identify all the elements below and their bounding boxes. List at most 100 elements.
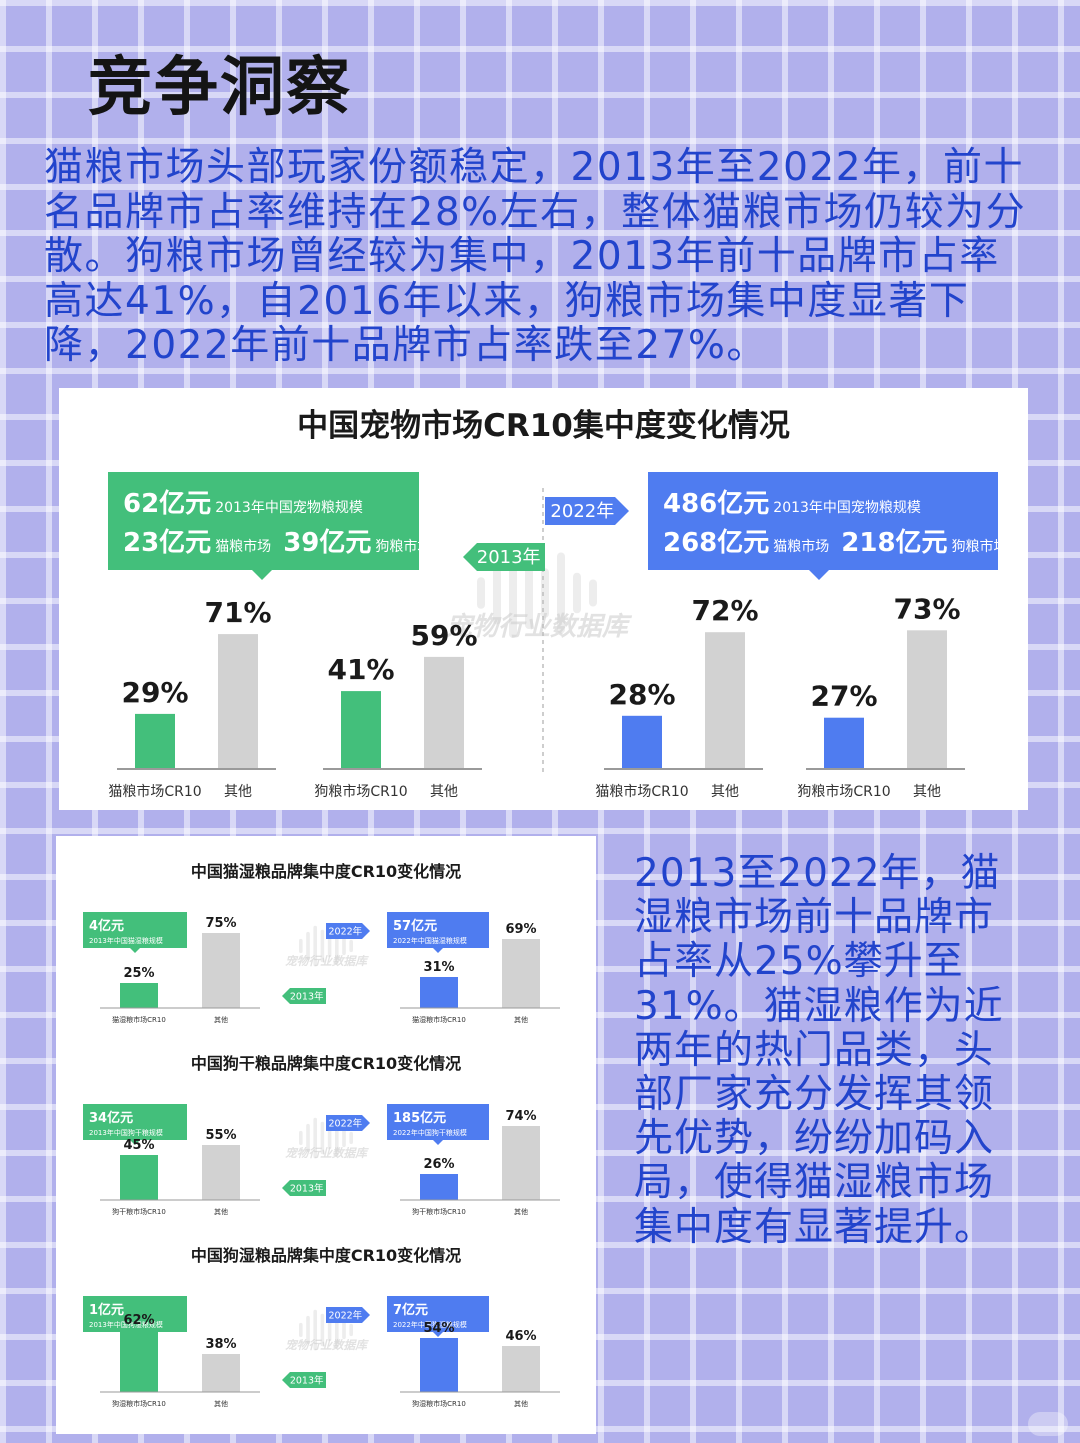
- watermark-bar: [299, 938, 303, 954]
- market-size-value: 1亿元: [89, 1302, 124, 1318]
- bar: [202, 1354, 240, 1392]
- info-line: 268亿元 猫粮市场 218亿元 狗粮市场: [663, 528, 1008, 558]
- watermark-bar: [477, 577, 485, 609]
- watermark-bar: [342, 1320, 346, 1340]
- bar: [341, 691, 381, 769]
- watermark-bar: [327, 934, 332, 958]
- year-tag-shape: [282, 1372, 326, 1388]
- watermark-text: 宠物行业数据库: [285, 954, 369, 968]
- info-box-pointer: [130, 1140, 140, 1145]
- cat-market-label: 猫粮市场: [215, 538, 271, 555]
- year-tag-label: 2013年: [290, 1183, 324, 1195]
- category-label: 狗粮市场CR10: [314, 783, 407, 800]
- category-label: 其他: [214, 1015, 228, 1024]
- year-tag-label: 2022年: [550, 501, 614, 522]
- info-box-pointer: [433, 1332, 443, 1337]
- data-label: 62%: [123, 1313, 154, 1328]
- info-box: [648, 472, 998, 570]
- watermark-bar: [313, 925, 317, 967]
- year-tag-label: 2013年: [477, 547, 541, 568]
- info-box-pointer: [433, 948, 443, 953]
- data-label: 73%: [893, 592, 960, 625]
- category-label: 狗湿粮市场CR10: [412, 1399, 466, 1408]
- data-label: 29%: [121, 676, 188, 709]
- info-line: 23亿元 猫粮市场 39亿元 狗粮市场: [123, 528, 431, 558]
- category-label: 猫湿粮市场CR10: [112, 1015, 166, 1024]
- watermark-bar: [349, 1131, 353, 1145]
- data-label: 26%: [423, 1157, 454, 1172]
- bar: [202, 1145, 240, 1200]
- year-tag-label: 2022年: [328, 1118, 362, 1130]
- watermark-bar: [349, 1323, 353, 1337]
- chart-svg-dog-dry: 宠物行业数据库 34亿元 2013年中国狗干粮规模 185亿元 2022年中国狗干粮规模…: [83, 1104, 560, 1216]
- category-label: 狗干粮市场CR10: [112, 1207, 166, 1216]
- cat-market-value: 23亿元: [123, 528, 211, 558]
- market-size-label: 2022年中国狗干粮规模: [393, 1128, 467, 1137]
- market-size-label: 2013年中国狗湿粮规模: [89, 1320, 163, 1329]
- chart-card-pet-cr10: 中国宠物市场CR10集中度变化情况 宠物行业数据库 62亿元 2013年中国宠物粮规…: [59, 388, 1028, 810]
- category-label: 狗湿粮市场CR10: [112, 1399, 166, 1408]
- year-tag-shape: [282, 1180, 326, 1196]
- dog-market-value: 218亿元: [841, 528, 947, 558]
- info-box-pointer: [130, 948, 140, 953]
- market-size-label: 2013年中国狗干粮规模: [89, 1128, 163, 1137]
- watermark-bar: [320, 1121, 325, 1155]
- chart-card-dog-wet: 中国狗湿粮品牌集中度CR10变化情况 宠物行业数据库 1亿元 2013年中国狗湿粮规…: [56, 1220, 596, 1434]
- watermark-bar: [306, 931, 310, 961]
- watermark-bar: [299, 1130, 303, 1146]
- bar: [120, 1155, 158, 1200]
- data-label: 55%: [205, 1128, 236, 1143]
- watermark-bar: [541, 568, 549, 618]
- bar: [420, 977, 458, 1008]
- cat-market-label: 猫粮市场: [773, 538, 829, 555]
- watermark-bar: [327, 1318, 332, 1342]
- chart-card-cat-wet: 中国猫湿粮品牌集中度CR10变化情况 宠物行业数据库 4亿元 2013年中国猫湿粮规…: [56, 836, 596, 1050]
- category-label: 其他: [913, 784, 941, 800]
- watermark-bar: [589, 579, 597, 607]
- watermark-bar: [320, 929, 325, 963]
- info-box: [83, 912, 187, 948]
- bar: [120, 1330, 158, 1392]
- data-label: 38%: [205, 1337, 236, 1352]
- bar: [705, 632, 745, 769]
- bar: [424, 656, 464, 769]
- data-label: 28%: [608, 678, 675, 711]
- category-label: 狗粮市场CR10: [797, 783, 890, 800]
- watermark-bar: [313, 1117, 317, 1159]
- data-label: 71%: [204, 596, 271, 629]
- bar: [502, 939, 540, 1008]
- watermark-text: 宠物行业数据库: [285, 1338, 369, 1352]
- watermark-bar: [493, 561, 501, 625]
- market-size-value: 486亿元: [663, 489, 769, 519]
- info-line: 62亿元 2013年中国宠物粮规模: [123, 489, 363, 519]
- chart-svg-dog-wet: 宠物行业数据库 1亿元 2013年中国狗湿粮规模 7亿元 2022年中国狗湿粮规模 202…: [83, 1296, 560, 1408]
- cat-market-value: 268亿元: [663, 528, 769, 558]
- data-label: 41%: [327, 653, 394, 686]
- bar: [202, 933, 240, 1008]
- bar: [120, 983, 158, 1008]
- watermark-bar: [306, 1315, 310, 1345]
- watermark-bar: [327, 1126, 332, 1150]
- data-label: 59%: [410, 619, 477, 652]
- watermark-text: 宠物行业数据库: [446, 612, 633, 642]
- info-box: [387, 912, 489, 948]
- watermark-bar: [299, 1322, 303, 1338]
- dog-market-label: 狗粮市场: [375, 538, 431, 555]
- bar: [420, 1174, 458, 1200]
- watermark-text: 宠物行业数据库: [285, 1146, 369, 1160]
- year-tag-label: 2022年: [328, 1310, 362, 1322]
- info-box: [83, 1296, 187, 1332]
- bar: [502, 1346, 540, 1392]
- market-size-value: 7亿元: [393, 1302, 428, 1318]
- watermark-bar: [525, 557, 533, 629]
- data-label: 25%: [123, 966, 154, 981]
- watermark-bar: [557, 552, 565, 634]
- info-box: [108, 472, 419, 570]
- chart-svg-cat-wet: 宠物行业数据库 4亿元 2013年中国猫湿粮规模 57亿元 2022年中国猫湿粮规模 20…: [83, 912, 560, 1024]
- year-tag-label: 2013年: [290, 1375, 324, 1387]
- info-line: 486亿元 2013年中国宠物粮规模: [663, 489, 921, 519]
- category-label: 其他: [711, 784, 739, 800]
- market-size-value: 34亿元: [89, 1110, 133, 1126]
- info-box: [387, 1104, 489, 1140]
- chart-svg-pet-cr10: 宠物行业数据库 62亿元 2013年中国宠物粮规模 23亿元 猫粮市场 39亿元 狗粮市场 4…: [108, 472, 1008, 800]
